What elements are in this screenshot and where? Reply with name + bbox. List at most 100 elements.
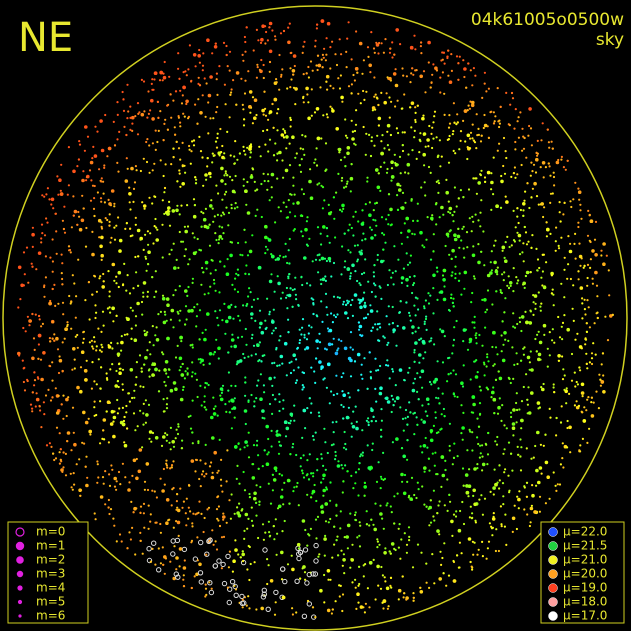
star bbox=[189, 162, 192, 165]
star bbox=[156, 100, 159, 103]
star bbox=[232, 317, 235, 320]
star bbox=[387, 605, 390, 608]
star bbox=[88, 341, 91, 344]
star bbox=[504, 468, 507, 471]
star bbox=[374, 598, 377, 601]
star bbox=[162, 410, 165, 413]
star bbox=[128, 186, 131, 189]
star bbox=[203, 400, 206, 403]
star bbox=[310, 496, 313, 499]
star bbox=[537, 203, 540, 206]
star bbox=[74, 316, 77, 319]
star bbox=[362, 575, 365, 578]
star bbox=[109, 368, 112, 371]
star bbox=[376, 310, 379, 313]
star bbox=[503, 172, 507, 175]
star bbox=[379, 475, 383, 478]
star bbox=[278, 53, 281, 57]
star bbox=[288, 164, 292, 167]
star bbox=[185, 524, 188, 527]
star bbox=[375, 224, 378, 227]
star bbox=[51, 379, 54, 382]
star bbox=[146, 546, 152, 552]
star bbox=[258, 341, 261, 344]
star bbox=[379, 504, 382, 507]
star bbox=[182, 574, 185, 577]
star bbox=[386, 343, 389, 346]
star bbox=[386, 167, 389, 171]
star bbox=[572, 284, 575, 287]
star bbox=[451, 463, 454, 466]
star bbox=[419, 74, 424, 79]
star bbox=[364, 306, 367, 309]
star bbox=[143, 488, 146, 491]
star bbox=[311, 492, 314, 495]
star bbox=[259, 397, 263, 402]
star bbox=[473, 141, 477, 144]
star bbox=[164, 557, 167, 560]
star bbox=[84, 465, 87, 468]
star bbox=[393, 53, 396, 56]
star bbox=[420, 337, 423, 340]
star bbox=[505, 200, 509, 204]
star bbox=[153, 225, 156, 228]
star bbox=[548, 497, 551, 500]
star bbox=[377, 116, 382, 121]
star bbox=[151, 325, 154, 328]
star bbox=[380, 428, 383, 431]
star bbox=[395, 396, 400, 400]
star bbox=[99, 495, 104, 499]
star bbox=[40, 377, 44, 382]
star bbox=[202, 271, 205, 274]
star bbox=[577, 404, 581, 407]
brightness-label: μ=21.0 bbox=[563, 553, 607, 567]
star bbox=[266, 39, 269, 42]
star bbox=[525, 373, 528, 376]
star bbox=[244, 394, 247, 397]
star bbox=[288, 479, 291, 482]
star bbox=[230, 91, 233, 94]
star bbox=[322, 488, 327, 493]
star bbox=[288, 273, 291, 276]
star bbox=[546, 227, 550, 232]
star bbox=[458, 148, 461, 151]
star bbox=[343, 232, 346, 235]
star bbox=[433, 519, 436, 522]
star bbox=[424, 317, 428, 321]
star bbox=[175, 556, 179, 560]
star bbox=[268, 60, 272, 64]
star bbox=[456, 121, 459, 124]
star bbox=[227, 351, 230, 354]
star bbox=[233, 344, 237, 349]
star bbox=[337, 554, 340, 557]
star bbox=[221, 384, 225, 387]
star bbox=[591, 277, 594, 280]
star bbox=[271, 332, 274, 335]
star bbox=[345, 185, 348, 188]
star bbox=[469, 430, 472, 433]
star bbox=[469, 147, 472, 150]
star bbox=[176, 310, 179, 313]
star bbox=[517, 497, 521, 502]
star bbox=[384, 397, 387, 400]
star bbox=[194, 470, 197, 473]
star bbox=[361, 451, 364, 454]
star bbox=[262, 113, 265, 116]
star bbox=[377, 339, 380, 342]
star bbox=[607, 269, 610, 272]
star bbox=[113, 205, 116, 208]
star bbox=[508, 281, 513, 285]
star bbox=[282, 128, 285, 131]
star bbox=[469, 137, 472, 140]
star bbox=[166, 336, 170, 341]
star bbox=[70, 300, 73, 304]
star bbox=[368, 561, 373, 565]
star bbox=[558, 483, 562, 486]
star bbox=[549, 201, 552, 204]
star bbox=[563, 296, 566, 299]
star bbox=[278, 409, 281, 413]
star bbox=[130, 500, 133, 503]
star bbox=[123, 441, 126, 444]
star bbox=[364, 238, 367, 241]
star bbox=[219, 478, 223, 481]
